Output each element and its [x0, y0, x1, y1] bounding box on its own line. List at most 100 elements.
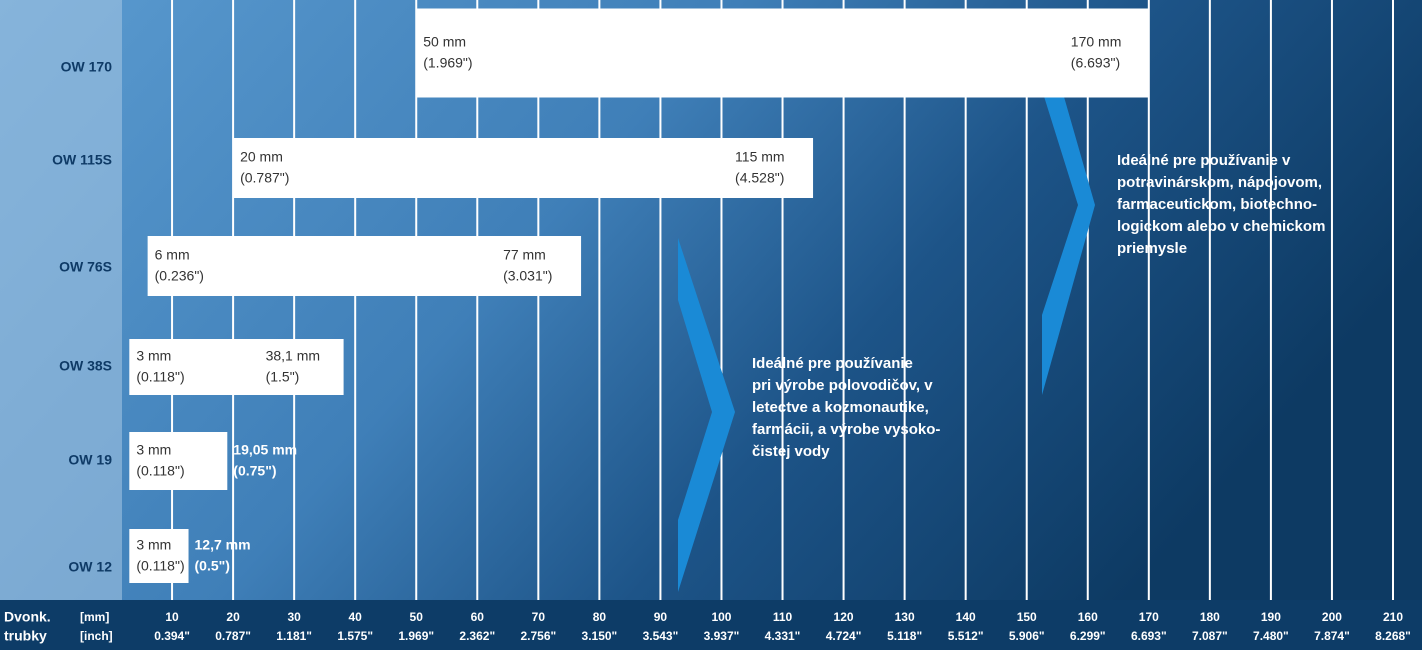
- row-label: OW 38S: [59, 358, 112, 374]
- start-label: 20 mm: [240, 149, 283, 165]
- x-tick-label: 90: [654, 610, 668, 624]
- x-tick-label-inch: 2.362": [459, 629, 495, 643]
- x-tick-label: 80: [593, 610, 607, 624]
- x-tick-label: 50: [410, 610, 424, 624]
- x-tick-label-inch: 1.181": [276, 629, 312, 643]
- bar: [129, 432, 228, 490]
- bar: [129, 529, 189, 583]
- end-label: 77 mm: [503, 247, 546, 263]
- end-label: (4.528"): [735, 170, 784, 186]
- x-tick-label: 20: [226, 610, 240, 624]
- x-tick-label-inch: 8.268": [1375, 629, 1411, 643]
- chevron: [1042, 20, 1095, 395]
- x-tick-label: 130: [895, 610, 915, 624]
- x-tick-label: 60: [471, 610, 485, 624]
- x-axis-label: trubky: [4, 628, 47, 644]
- end-label: (6.693"): [1071, 55, 1120, 71]
- start-label: (0.236"): [155, 268, 204, 284]
- x-tick-label: 30: [287, 610, 301, 624]
- x-tick-label-inch: 2.756": [520, 629, 556, 643]
- x-tick-label-inch: 7.874": [1314, 629, 1350, 643]
- start-label: (0.118"): [136, 463, 184, 479]
- x-tick-label: 110: [773, 610, 793, 624]
- end-label: 19,05 mm: [233, 442, 297, 458]
- x-tick-label: 180: [1200, 610, 1220, 624]
- bar: [416, 8, 1149, 98]
- x-tick-label-inch: 7.480": [1253, 629, 1289, 643]
- x-tick-label: 160: [1078, 610, 1098, 624]
- x-tick-label-inch: 0.787": [215, 629, 251, 643]
- x-tick-label-inch: 3.543": [643, 629, 679, 643]
- x-tick-label-inch: 3.937": [704, 629, 740, 643]
- x-tick-label: 170: [1139, 610, 1159, 624]
- annotation: priemysle: [1117, 240, 1187, 257]
- marks: [129, 8, 1149, 583]
- x-tick-label-inch: 1.969": [398, 629, 434, 643]
- x-tick-label: 10: [165, 610, 179, 624]
- end-label: (1.5"): [266, 369, 300, 385]
- x-tick-label: 70: [532, 610, 546, 624]
- end-label: (3.031"): [503, 268, 552, 284]
- x-unit: [inch]: [80, 629, 113, 643]
- x-tick-label-inch: 6.299": [1070, 629, 1106, 643]
- start-label: 3 mm: [136, 348, 171, 364]
- label-column: [0, 0, 122, 600]
- bar: [147, 236, 582, 296]
- annotation: letectve a kozmonautike,: [752, 399, 929, 416]
- x-tick-label-inch: 1.575": [337, 629, 373, 643]
- grid: [171, 0, 1394, 600]
- chevron: [678, 238, 735, 592]
- start-label: 3 mm: [136, 537, 171, 553]
- x-tick-label-inch: 5.512": [948, 629, 984, 643]
- end-label: 12,7 mm: [195, 537, 251, 553]
- annotation: Ideálné pre používanie: [752, 355, 913, 372]
- x-unit: [mm]: [80, 610, 109, 624]
- x-tick-label-inch: 4.724": [826, 629, 862, 643]
- x-tick-label: 140: [956, 610, 976, 624]
- x-tick-label-inch: 0.394": [154, 629, 190, 643]
- start-label: 3 mm: [136, 442, 171, 458]
- bar: [233, 138, 814, 198]
- annotation: potravinárskom, nápojovom,: [1117, 174, 1322, 191]
- start-label: (0.118"): [136, 369, 184, 385]
- start-label: (1.969"): [423, 55, 472, 71]
- end-label: 170 mm: [1071, 34, 1122, 50]
- end-label: 115 mm: [735, 149, 785, 165]
- start-label: 50 mm: [423, 34, 466, 50]
- annotation: farmaceutickom, biotechno-: [1117, 196, 1317, 213]
- x-tick-label-inch: 5.118": [887, 629, 922, 643]
- start-label: 6 mm: [155, 247, 190, 263]
- start-label: (0.787"): [240, 170, 289, 186]
- row-label: OW 115S: [52, 152, 112, 168]
- row-label: OW 12: [68, 559, 112, 575]
- end-label: 38,1 mm: [266, 348, 320, 364]
- x-tick-label-inch: 5.906": [1009, 629, 1045, 643]
- x-tick-label: 200: [1322, 610, 1342, 624]
- x-tick-label: 100: [711, 610, 731, 624]
- end-label: (0.75"): [233, 463, 276, 479]
- x-tick-label: 150: [1017, 610, 1037, 624]
- x-tick-label: 40: [349, 610, 363, 624]
- x-tick-label-inch: 3.150": [582, 629, 618, 643]
- row-label: OW 19: [68, 452, 112, 468]
- x-tick-label-inch: 6.693": [1131, 629, 1167, 643]
- x-tick-label-inch: 7.087": [1192, 629, 1228, 643]
- bar: [129, 339, 344, 395]
- annotation: logickom alebo v chemickom: [1117, 218, 1325, 235]
- row-label: OW 76S: [59, 259, 112, 275]
- x-tick-label: 120: [834, 610, 854, 624]
- annotation: čistej vody: [752, 443, 830, 460]
- end-label: (0.5"): [195, 558, 230, 574]
- x-axis-label: Dvonk.: [4, 609, 51, 625]
- row-label: OW 170: [61, 59, 113, 75]
- x-tick-label: 190: [1261, 610, 1281, 624]
- start-label: (0.118"): [136, 558, 184, 574]
- annotation: pri výrobe polovodičov, v: [752, 377, 933, 394]
- annotation: Ideálné pre používanie v: [1117, 152, 1291, 169]
- annotation: farmácii, a výrobe vysoko-: [752, 421, 940, 438]
- axis-band: [0, 600, 1422, 650]
- x-tick-label: 210: [1383, 610, 1403, 624]
- x-tick-label-inch: 4.331": [765, 629, 801, 643]
